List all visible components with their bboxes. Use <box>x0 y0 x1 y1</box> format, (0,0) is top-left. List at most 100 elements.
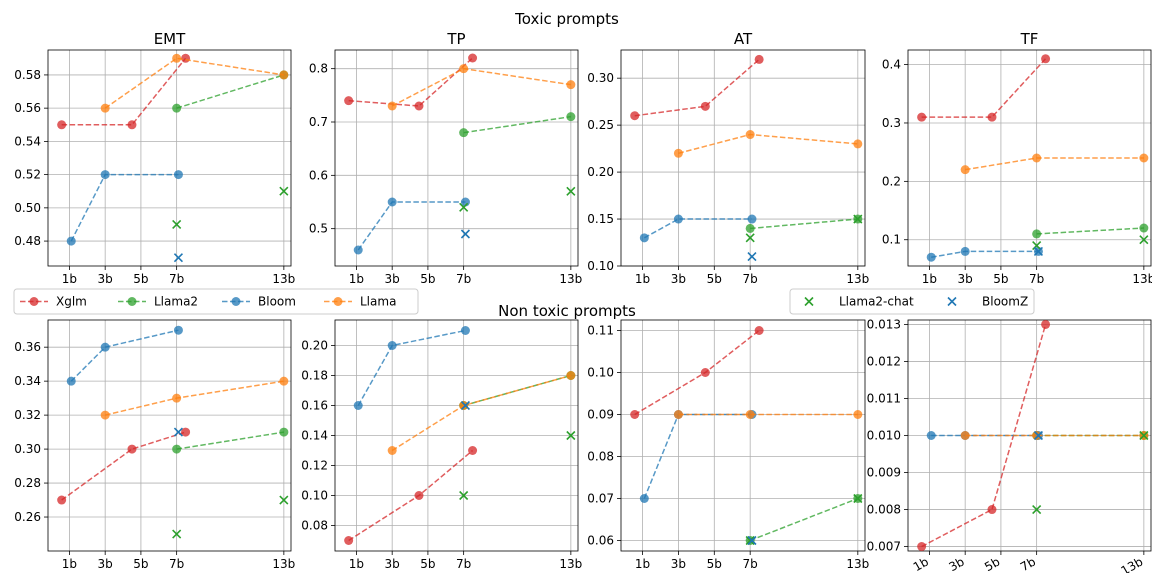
x-marker-llama2-chat <box>745 535 755 546</box>
point-bloom <box>639 233 649 243</box>
x-marker-llama2-chat <box>1032 241 1042 251</box>
point-bloom <box>747 214 757 224</box>
x-tick-label: 1b <box>635 272 650 286</box>
y-tick-label: 0.8 <box>309 62 328 76</box>
point-llama <box>853 139 863 149</box>
x-tick-label: 1b <box>349 557 364 571</box>
x-tick-label: 5b <box>133 557 148 571</box>
point-xglm <box>468 53 478 63</box>
x-tick-label: 7b <box>1029 272 1044 286</box>
y-tick-label: 0.32 <box>14 408 41 422</box>
panel-8: 1b 3b 5b 7b 13b 0.007 0.008 0.009 0.010 0.011 0.01… <box>867 317 1152 573</box>
x-tick-label: 13b <box>1119 554 1146 573</box>
point-llama <box>566 80 576 90</box>
series-line-llama2 <box>463 115 571 134</box>
x-tick-label: 5b <box>133 272 148 286</box>
x-tick-label: 5b <box>707 272 722 286</box>
point-llama <box>100 410 110 420</box>
series-line-xglm <box>921 324 1047 548</box>
y-tick-label: 0.007 <box>867 540 901 554</box>
y-tick-label: 0.3 <box>882 116 901 130</box>
point-xglm <box>181 427 191 437</box>
y-tick-label: 0.010 <box>867 429 901 443</box>
point-xglm <box>57 495 67 505</box>
legend-marker <box>333 297 343 306</box>
x-tick-label: 5b <box>707 557 722 571</box>
point-xglm <box>754 326 764 335</box>
point-xglm <box>987 505 997 515</box>
point-bloom <box>353 245 363 255</box>
x-tick-label: 5b <box>420 557 435 571</box>
legend-item-llama: Llama <box>324 295 396 309</box>
legends: Xglm Llama2 Bloom Llama Llama2-chat BloomZ <box>13 288 1035 315</box>
legend-label: Llama2-chat <box>839 295 914 309</box>
x-tick-label: 5b <box>993 272 1008 286</box>
x-marker-bloomz <box>173 427 183 437</box>
point-xglm <box>1041 319 1051 329</box>
legend-series: Xglm Llama2 Bloom Llama <box>13 288 419 315</box>
y-tick-label: 0.25 <box>587 118 614 132</box>
point-bloom <box>387 341 397 350</box>
point-bloom <box>173 325 183 335</box>
point-xglm <box>700 101 710 111</box>
point-llama <box>1032 153 1042 163</box>
x-marker-llama2-chat <box>853 493 863 504</box>
plot-frame <box>334 319 579 552</box>
point-bloom <box>100 342 110 352</box>
x-marker-llama2-chat <box>279 495 289 505</box>
y-tick-label: 0.5 <box>309 222 328 236</box>
point-xglm <box>344 96 354 106</box>
series-line-xglm <box>921 58 1047 118</box>
y-tick-label: 0.30 <box>587 71 614 85</box>
legend-label: Llama2 <box>154 295 198 309</box>
point-llama2 <box>172 103 182 113</box>
y-tick-label: 0.28 <box>14 476 41 490</box>
panel-title: AT <box>734 30 753 48</box>
x-marker-bloomz <box>173 253 183 263</box>
x-tick-label: 7b <box>1018 554 1038 573</box>
y-tick-label: 0.011 <box>867 391 901 405</box>
point-xglm <box>754 54 764 64</box>
point-llama <box>459 64 469 74</box>
panel-1: 1b 3b 5b 7b 13b 0.48 0.50 0.52 0.54 0.56 0.58 EMT <box>14 30 295 286</box>
point-llama2 <box>459 128 469 138</box>
series-line-xglm <box>61 431 186 501</box>
point-xglm <box>57 120 67 130</box>
panel-title: TF <box>1020 30 1039 48</box>
panel-7: 1b 3b 5b 7b 13b 0.06 0.07 0.08 0.09 0.10 0.11 <box>587 319 869 571</box>
point-bloom <box>66 236 76 246</box>
y-tick-label: 0.08 <box>301 519 328 533</box>
y-tick-label: 0.09 <box>587 408 614 422</box>
point-llama2 <box>279 427 289 437</box>
y-tick-label: 0.6 <box>309 168 328 182</box>
x-marker-llama2-chat <box>279 186 289 196</box>
series-line-llama2 <box>176 74 285 109</box>
plot-frame <box>47 319 292 552</box>
y-tick-label: 0.36 <box>14 340 41 354</box>
y-tick-label: 0.14 <box>301 429 328 443</box>
point-llama <box>279 376 289 386</box>
point-llama2 <box>745 223 755 233</box>
y-tick-label: 0.20 <box>587 165 614 179</box>
y-tick-label: 0.012 <box>867 354 901 368</box>
x-tick-label: 1b <box>635 557 650 571</box>
legend-marker <box>29 297 39 306</box>
point-xglm <box>917 112 927 122</box>
x-marker-llama2-chat <box>172 529 182 539</box>
point-bloom <box>387 197 397 207</box>
legend-marker <box>127 297 137 306</box>
point-bloom <box>926 431 936 440</box>
x-marker-llama2-chat <box>745 233 755 243</box>
plot-frame <box>620 319 866 552</box>
x-marker-bloomz <box>460 400 470 411</box>
point-bloom <box>173 170 183 180</box>
point-xglm <box>1041 54 1051 64</box>
y-tick-label: 0.50 <box>14 201 41 215</box>
point-xglm <box>987 112 997 122</box>
point-llama <box>100 103 110 113</box>
x-tick-label: 7b <box>456 557 471 571</box>
legend-item-bloom: Bloom <box>222 295 296 309</box>
point-bloom <box>100 170 110 180</box>
